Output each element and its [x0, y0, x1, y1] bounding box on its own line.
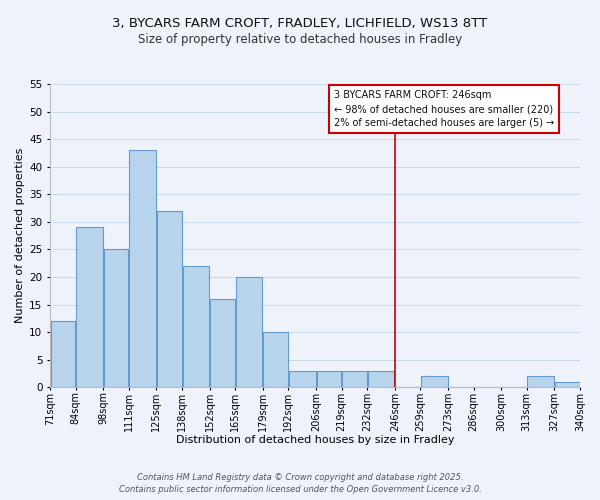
Bar	[50, 321, 75, 388]
Y-axis label: Number of detached properties: Number of detached properties	[15, 148, 25, 324]
Text: Contains public sector information licensed under the Open Government Licence v3: Contains public sector information licen…	[119, 484, 481, 494]
Bar	[263, 332, 288, 388]
Bar	[157, 211, 182, 388]
Bar	[368, 370, 394, 388]
Bar	[236, 277, 262, 388]
Bar	[527, 376, 554, 388]
Bar	[130, 150, 156, 388]
Text: 3 BYCARS FARM CROFT: 246sqm
← 98% of detached houses are smaller (220)
2% of sem: 3 BYCARS FARM CROFT: 246sqm ← 98% of det…	[334, 90, 554, 128]
Bar	[555, 382, 580, 388]
Bar	[76, 228, 103, 388]
Bar	[342, 370, 367, 388]
Text: 3, BYCARS FARM CROFT, FRADLEY, LICHFIELD, WS13 8TT: 3, BYCARS FARM CROFT, FRADLEY, LICHFIELD…	[112, 18, 488, 30]
Bar	[317, 370, 341, 388]
Bar	[210, 299, 235, 388]
Bar	[289, 370, 316, 388]
Bar	[421, 376, 448, 388]
Text: Size of property relative to detached houses in Fradley: Size of property relative to detached ho…	[138, 32, 462, 46]
Bar	[104, 250, 128, 388]
X-axis label: Distribution of detached houses by size in Fradley: Distribution of detached houses by size …	[176, 435, 454, 445]
Bar	[182, 266, 209, 388]
Text: Contains HM Land Registry data © Crown copyright and database right 2025.: Contains HM Land Registry data © Crown c…	[137, 473, 463, 482]
